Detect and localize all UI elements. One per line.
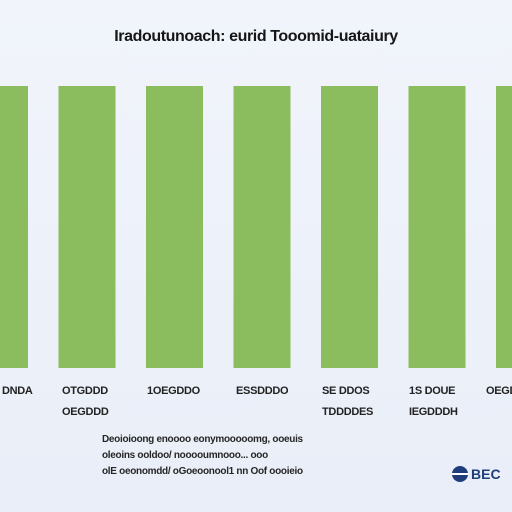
x-tick-label-3: ESSDDDO xyxy=(236,385,289,397)
bar-1 xyxy=(58,86,116,368)
x-tick-label-5: 1S DOUE IEGDDDH xyxy=(409,385,458,418)
globe-icon xyxy=(452,466,468,482)
note-line: oleoins ooldoo/ nooooumnooo... ooo xyxy=(102,450,268,461)
chart-title: Iradoutunoach: eurid Tooomid-uataiury xyxy=(114,28,398,45)
bar-3 xyxy=(233,86,291,368)
bar-0 xyxy=(0,86,28,368)
x-tick-line-1: SE DDOS xyxy=(322,385,370,397)
x-tick-line-2: TDDDDES xyxy=(322,406,374,418)
chart-notes: Deoioioong enoooo eonymooooomg, ooeuis o… xyxy=(102,432,303,480)
bar-6 xyxy=(496,86,512,368)
x-tick-line-1: 1S DOUE xyxy=(409,385,456,397)
bar-2 xyxy=(146,86,203,368)
x-tick-line-1: OTGDDD xyxy=(62,385,108,397)
x-tick-line-2: IEGDDDH xyxy=(409,406,458,418)
x-tick-label-1: OTGDDD OEGDDD xyxy=(62,385,109,418)
x-tick-line-1: 1OEGDDO xyxy=(147,385,200,397)
x-tick-label-0: DNDA xyxy=(2,385,33,397)
x-tick-line-2: OEGDDD xyxy=(62,406,109,418)
x-tick-label-6: OEGDD xyxy=(486,385,512,397)
plot-area xyxy=(0,86,512,368)
x-tick-line-1: OEGDD xyxy=(486,385,512,397)
note-line: Deoioioong enoooo eonymooooomg, ooeuis xyxy=(102,434,303,445)
source-logo: BEC xyxy=(452,466,501,482)
x-tick-line-1: DNDA xyxy=(2,385,33,397)
x-tick-line-1: ESSDDDO xyxy=(236,385,289,397)
logo-text: BEC xyxy=(471,466,501,482)
note-line: olE oeonomdd/ oGoeoonool1 nn Oof oooieio xyxy=(102,466,303,477)
x-tick-label-4: SE DDOS TDDDDES xyxy=(322,385,373,418)
bar-5 xyxy=(408,86,466,368)
bar-4 xyxy=(321,86,378,368)
x-tick-label-2: 1OEGDDO xyxy=(147,385,200,397)
